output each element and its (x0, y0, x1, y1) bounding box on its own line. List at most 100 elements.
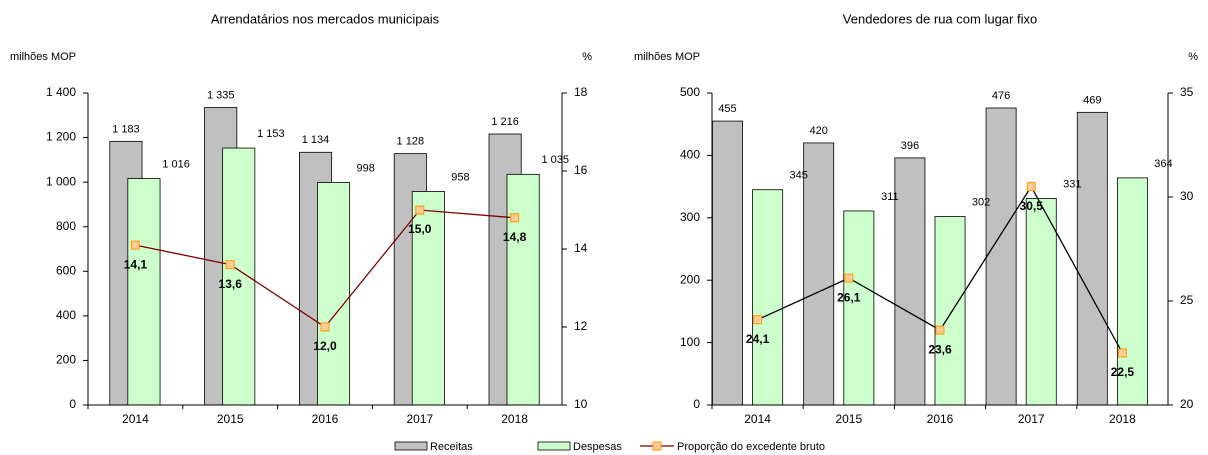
line-label: 14,1 (124, 257, 148, 271)
y-tick-label: 1 200 (46, 130, 76, 144)
bar (843, 210, 875, 406)
y2-tick-label: 12 (574, 319, 588, 333)
value-label: 396 (901, 140, 919, 152)
bar (317, 182, 351, 406)
x-tick-label: 2014 (744, 412, 771, 426)
y-tick-label: 800 (56, 219, 76, 233)
bar (752, 189, 784, 406)
line-marker (935, 325, 945, 335)
line-label: 14,8 (503, 230, 527, 244)
bar (712, 120, 743, 406)
x-tick-label: 2018 (501, 412, 528, 426)
y2-tick-label: 25 (1180, 293, 1194, 307)
line-marker (320, 322, 330, 332)
value-label: 998 (356, 162, 374, 174)
x-tick-label: 2014 (122, 412, 149, 426)
value-label: 1 153 (257, 128, 285, 140)
line-marker (753, 315, 763, 325)
line-label: 26,1 (837, 290, 861, 304)
y-tick-label: 200 (680, 272, 700, 286)
y2-tick-label: 14 (574, 241, 588, 255)
line-marker (225, 260, 235, 270)
y2-tick-label: 20 (1180, 397, 1194, 411)
x-tick-label: 2017 (406, 412, 433, 426)
value-label: 1 183 (112, 123, 140, 135)
bar (803, 142, 835, 406)
line-label: 13,6 (219, 277, 243, 291)
bar (506, 173, 540, 406)
legend-swatch (537, 441, 571, 451)
y2-axis-label: % (582, 51, 592, 63)
bar (1025, 198, 1057, 406)
bar (411, 191, 445, 406)
chart-title: Arrendatários nos mercados municipais (211, 11, 440, 26)
y2-tick-label: 30 (1180, 189, 1194, 203)
legend-label: Proporção do excedente bruto (677, 441, 825, 453)
line-label: 22,5 (1111, 365, 1135, 379)
legend-swatch (394, 441, 428, 451)
bar (127, 178, 161, 406)
line-marker (415, 205, 425, 215)
line-marker (510, 213, 520, 223)
legend-label: Despesas (573, 441, 622, 453)
bar (1076, 111, 1108, 406)
line-label: 23,6 (928, 342, 952, 356)
y-tick-label: 100 (680, 335, 700, 349)
value-label: 1 134 (302, 134, 330, 146)
line-label: 15,0 (408, 222, 432, 236)
x-tick-label: 2017 (1018, 412, 1045, 426)
value-label: 1 128 (397, 136, 425, 148)
y-tick-label: 400 (56, 308, 76, 322)
y2-tick-label: 35 (1180, 85, 1194, 99)
line-marker (1117, 348, 1127, 358)
y2-tick-label: 16 (574, 163, 588, 177)
value-label: 1 335 (207, 89, 235, 101)
value-label: 364 (1154, 158, 1172, 170)
value-label: 1 216 (491, 116, 519, 128)
y-tick-label: 500 (680, 85, 700, 99)
bar (985, 107, 1017, 406)
y2-tick-label: 18 (574, 85, 588, 99)
x-tick-label: 2016 (312, 412, 339, 426)
chart-title: Vendedores de rua com lugar fixo (843, 11, 1037, 26)
bar (934, 216, 966, 406)
value-label: 331 (1063, 178, 1081, 190)
value-label: 469 (1083, 94, 1101, 106)
value-label: 1 016 (162, 158, 190, 170)
x-tick-label: 2015 (835, 412, 862, 426)
line-label: 12,0 (313, 339, 337, 353)
legend-swatch (652, 441, 662, 451)
y-tick-label: 400 (680, 148, 700, 162)
line-label: 30,5 (1020, 199, 1044, 213)
line-marker (844, 273, 854, 283)
value-label: 455 (718, 103, 736, 115)
line-marker (1026, 182, 1036, 192)
x-tick-label: 2015 (217, 412, 244, 426)
value-label: 958 (451, 171, 469, 183)
value-label: 302 (972, 196, 990, 208)
y-tick-label: 0 (69, 397, 76, 411)
y-axis-label: milhões MOP (634, 51, 700, 63)
value-label: 311 (881, 191, 899, 203)
y-tick-label: 300 (680, 210, 700, 224)
value-label: 420 (810, 125, 828, 137)
value-label: 476 (992, 90, 1010, 102)
y-tick-label: 600 (56, 263, 76, 277)
y-tick-label: 200 (56, 353, 76, 367)
y-axis-label: milhões MOP (10, 51, 76, 63)
x-tick-label: 2016 (927, 412, 954, 426)
x-tick-label: 2018 (1109, 412, 1136, 426)
y2-tick-label: 10 (574, 397, 588, 411)
line-label: 24,1 (746, 332, 770, 346)
y2-axis-label: % (1188, 51, 1198, 63)
y-tick-label: 1 000 (46, 174, 76, 188)
value-label: 345 (790, 170, 808, 182)
value-label: 1 035 (541, 154, 569, 166)
bar (894, 157, 926, 406)
y-tick-label: 0 (693, 397, 700, 411)
legend-label: Receitas (430, 441, 473, 453)
line-marker (130, 240, 140, 250)
bar (1116, 177, 1148, 406)
y-tick-label: 1 400 (46, 85, 76, 99)
